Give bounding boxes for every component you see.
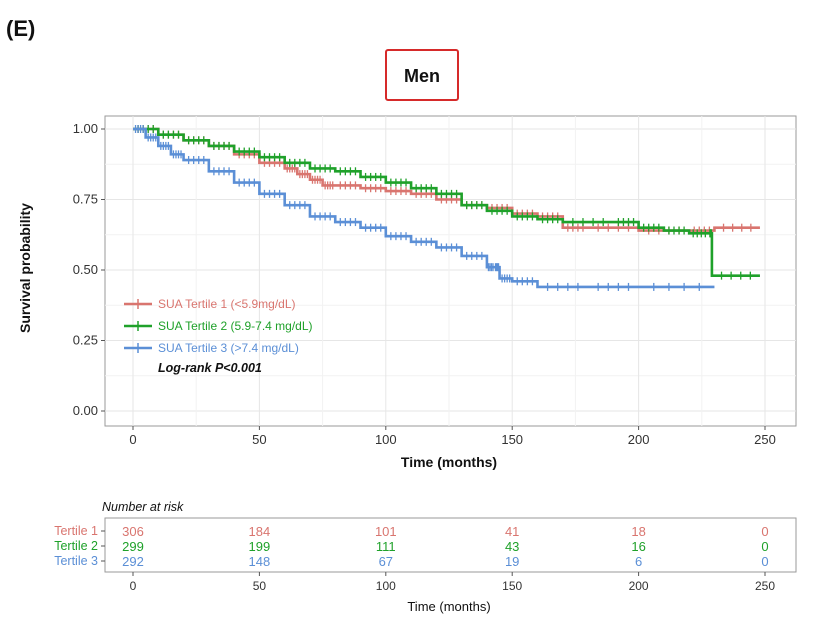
x-axis: 0 50 100 150 200 250 [129, 426, 776, 447]
y-tick-label: 0.25 [73, 333, 98, 348]
x-tick-label: 250 [754, 432, 776, 447]
risk-count: 41 [505, 524, 519, 539]
x-tick-label: 0 [129, 432, 136, 447]
title-box [385, 49, 459, 101]
legend-entry-label: SUA Tertile 1 (<5.9mg/dL) [158, 297, 296, 311]
risk-row-label: Tertile 1 [54, 524, 98, 538]
risk-row-label: Tertile 2 [54, 539, 98, 553]
risk-count: 0 [761, 554, 768, 569]
risk-count: 18 [631, 524, 645, 539]
y-tick-label: 0.75 [73, 192, 98, 207]
panel-label: (E) [6, 16, 35, 41]
risk-x-tick-label: 0 [130, 579, 137, 593]
risk-x-tick-label: 250 [755, 579, 775, 593]
y-tick-label: 0.00 [73, 403, 98, 418]
legend-entry-label: SUA Tertile 2 (5.9-7.4 mg/dL) [158, 319, 313, 333]
risk-count: 292 [122, 554, 144, 569]
risk-count: 111 [376, 539, 396, 554]
risk-x-tick-label: 200 [629, 579, 649, 593]
survival-curve-tertile-2 [133, 127, 760, 277]
plot-panel [104, 115, 797, 427]
y-tick-label: 0.50 [73, 262, 98, 277]
x-tick-label: 100 [375, 432, 397, 447]
legend: SUA Tertile 1 (<5.9mg/dL) SUA Tertile 2 (… [124, 297, 313, 355]
risk-count: 6 [635, 554, 642, 569]
risk-count: 43 [505, 539, 519, 554]
chart-title: Men [404, 66, 440, 86]
x-tick-label: 200 [628, 432, 650, 447]
legend-entry-label: SUA Tertile 3 (>7.4 mg/dL) [158, 341, 299, 355]
risk-count: 101 [375, 524, 397, 539]
risk-table-panel [104, 517, 797, 573]
risk-count: 16 [631, 539, 645, 554]
risk-count: 184 [249, 524, 271, 539]
risk-x-tick-label: 50 [253, 579, 267, 593]
x-tick-label: 50 [252, 432, 266, 447]
survival-curves [133, 125, 760, 291]
log-rank-annotation: Log-rank P<0.001 [158, 361, 262, 375]
risk-table-title: Number at risk [102, 500, 184, 514]
y-axis: 0.00 0.25 0.50 0.75 1.00 [73, 121, 105, 418]
risk-count: 67 [379, 554, 393, 569]
risk-count: 0 [761, 539, 768, 554]
x-tick-label: 150 [501, 432, 523, 447]
risk-count: 306 [122, 524, 144, 539]
y-tick-label: 1.00 [73, 121, 98, 136]
risk-count: 0 [761, 524, 768, 539]
risk-count: 19 [505, 554, 519, 569]
risk-table: Tertile 1 306 184 101 41 18 0 Tertile 2 299 199 11… [54, 524, 775, 593]
risk-table-x-title: Time (months) [407, 599, 490, 614]
risk-x-tick-label: 150 [502, 579, 522, 593]
risk-row-label: Tertile 3 [54, 554, 98, 568]
risk-count: 148 [249, 554, 271, 569]
y-axis-title: Survival probability [17, 203, 33, 333]
risk-x-tick-label: 100 [376, 579, 396, 593]
risk-count: 199 [249, 539, 271, 554]
survival-curve-tertile-3 [133, 127, 715, 289]
x-axis-title: Time (months) [401, 454, 497, 470]
risk-count: 299 [122, 539, 144, 554]
